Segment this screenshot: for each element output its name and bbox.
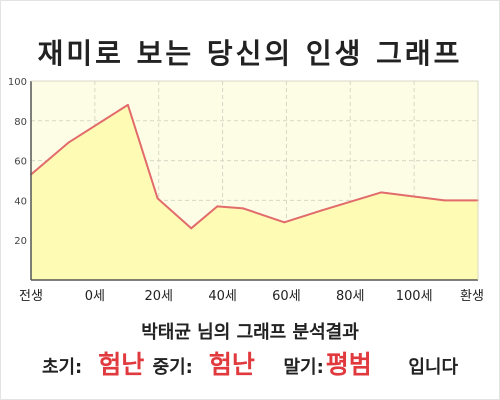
x-tick-label-0: 전생	[19, 289, 43, 304]
x-tick-label-3: 40세	[208, 289, 237, 304]
data-point-2	[126, 103, 129, 106]
analysis-summary: 박태균 님의 그래프 분석결과	[141, 322, 359, 343]
series-line	[30, 103, 478, 230]
y-tick-label-4: 100	[8, 77, 27, 88]
y-tick-label-3: 80	[14, 117, 27, 128]
middle-label: 중기:	[152, 357, 193, 378]
data-point-4	[190, 227, 193, 230]
data-point-8	[320, 209, 323, 212]
early-label: 초기:	[41, 357, 83, 378]
chart-title: 재미로 보는 당신의 인생 그래프	[37, 37, 463, 70]
data-point-10	[443, 199, 446, 202]
data-point-1	[67, 141, 70, 144]
y-tick-label-0: 20	[14, 236, 27, 247]
x-tick-label-2: 20세	[144, 289, 173, 304]
series-area	[31, 104, 478, 281]
x-tick-label-1: 0세	[85, 289, 105, 304]
data-point-7	[283, 221, 286, 224]
data-point-6	[242, 207, 245, 210]
result-ending: 입니다	[408, 357, 459, 378]
early-value: 험난	[98, 350, 145, 379]
y-tick-label-1: 40	[14, 196, 27, 207]
middle-value: 험난	[208, 350, 255, 379]
late-value: 평범	[325, 350, 372, 379]
x-tick-label-6: 100세	[396, 289, 433, 304]
y-tick-label-2: 60	[14, 157, 27, 168]
data-point-3	[156, 197, 159, 200]
late-label: 말기:	[283, 357, 324, 378]
analysis-result: 초기: 험난 중기: 험난 말기:평범 입니다	[0, 345, 500, 381]
data-point-9	[380, 191, 383, 194]
x-tick-label-4: 60세	[272, 289, 301, 304]
x-tick-label-5: 80세	[336, 289, 365, 304]
x-tick-label-7: 환생	[460, 289, 484, 304]
data-point-5	[216, 205, 219, 208]
